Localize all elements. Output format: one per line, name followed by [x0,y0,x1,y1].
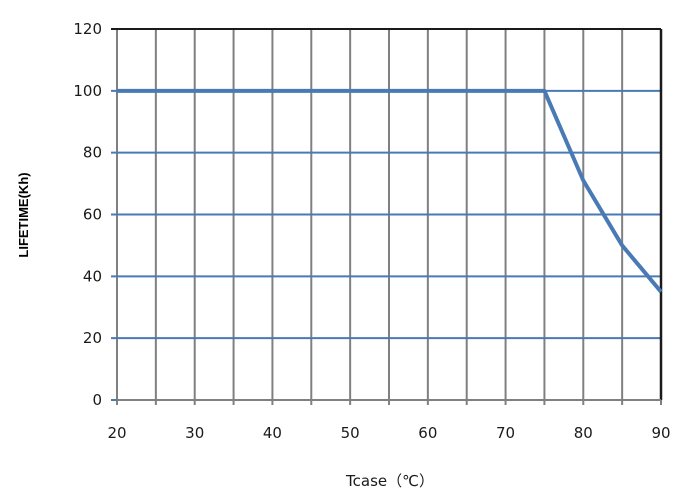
x-tick-label: 60 [418,424,437,442]
x-tick-label: 90 [651,424,670,442]
y-tick-label: 0 [92,391,102,409]
y-tick-label: 100 [73,82,102,100]
y-tick-label: 120 [73,20,102,38]
y-tick-label: 40 [83,267,102,285]
y-tick-label: 20 [83,329,102,347]
series [117,88,663,294]
y-axis-label: LIFETIME(Kh) [16,172,31,257]
x-tick-label: 20 [107,424,126,442]
x-axis-label: Tcase（℃） [345,472,434,490]
x-tick-label: 30 [185,424,204,442]
tick-labels: 0 20 40 60 80 100 120 20 30 40 50 60 70 80 90 [73,20,670,442]
x-tick-label: 70 [496,424,515,442]
grid [111,28,663,405]
x-tick-label: 40 [263,424,282,442]
x-tick-label: 80 [574,424,593,442]
y-tick-label: 60 [83,206,102,224]
lifetime-line [117,88,663,294]
x-tick-label: 50 [341,424,360,442]
y-tick-label: 80 [83,144,102,162]
